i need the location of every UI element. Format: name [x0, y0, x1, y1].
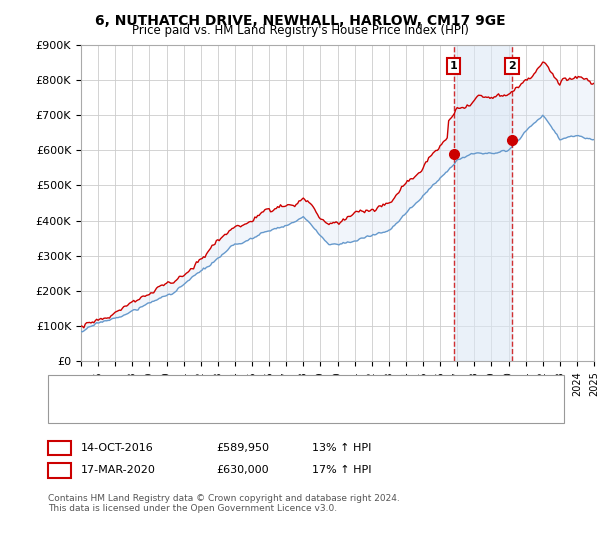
Text: £589,950: £589,950	[216, 443, 269, 453]
Text: 6, NUTHATCH DRIVE, NEWHALL, HARLOW, CM17 9GE (detached house): 6, NUTHATCH DRIVE, NEWHALL, HARLOW, CM17…	[93, 384, 463, 394]
Text: 6, NUTHATCH DRIVE, NEWHALL, HARLOW, CM17 9GE: 6, NUTHATCH DRIVE, NEWHALL, HARLOW, CM17…	[95, 14, 505, 28]
Text: 17-MAR-2020: 17-MAR-2020	[81, 465, 156, 475]
Text: 2: 2	[56, 465, 63, 475]
Text: £630,000: £630,000	[216, 465, 269, 475]
Text: 1: 1	[450, 61, 457, 71]
Text: 13% ↑ HPI: 13% ↑ HPI	[312, 443, 371, 453]
Text: Contains HM Land Registry data © Crown copyright and database right 2024.
This d: Contains HM Land Registry data © Crown c…	[48, 494, 400, 514]
Text: 1: 1	[56, 443, 63, 453]
Text: HPI: Average price, detached house, Harlow: HPI: Average price, detached house, Harl…	[93, 404, 322, 414]
Text: Price paid vs. HM Land Registry's House Price Index (HPI): Price paid vs. HM Land Registry's House …	[131, 24, 469, 37]
Bar	[454, 45, 512, 361]
Text: 17% ↑ HPI: 17% ↑ HPI	[312, 465, 371, 475]
Text: 2: 2	[508, 61, 516, 71]
Text: 14-OCT-2016: 14-OCT-2016	[81, 443, 154, 453]
